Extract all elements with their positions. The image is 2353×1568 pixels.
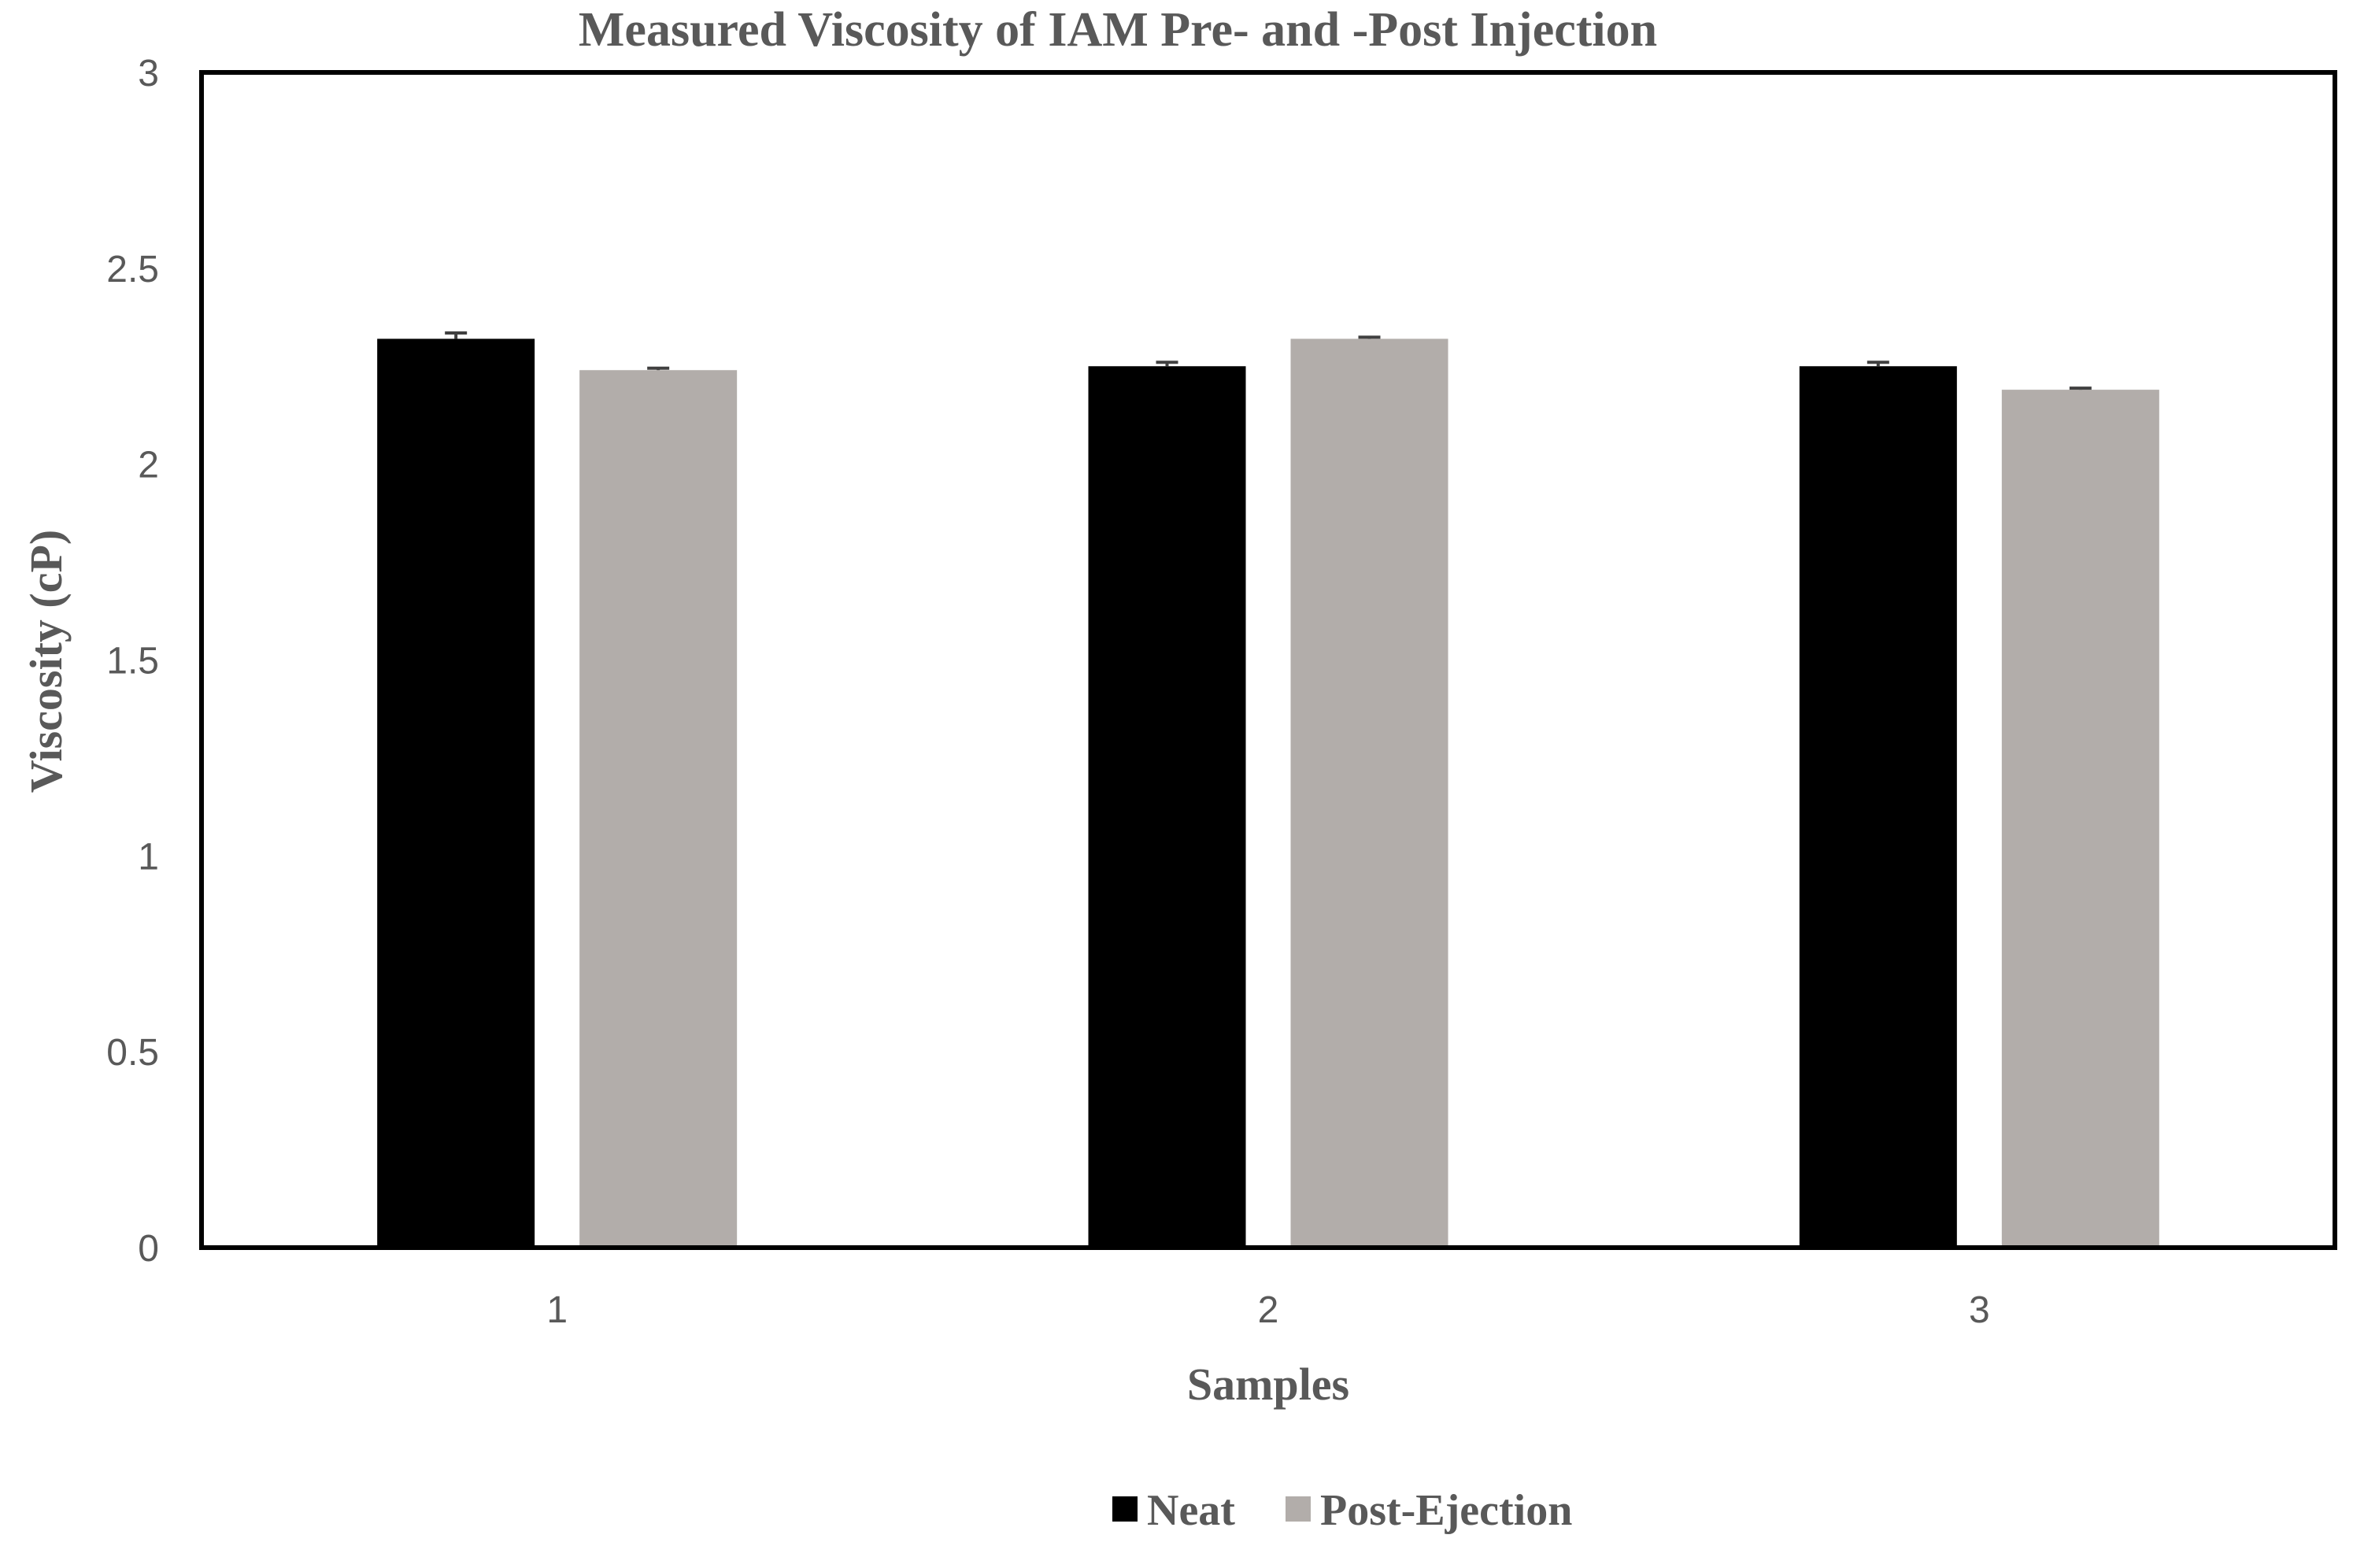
chart-title: Measured Viscosity of IAM Pre- and -Post… bbox=[579, 3, 1657, 57]
bar-post-ejection-sample-2 bbox=[1290, 338, 1448, 1248]
y-axis-ticks: 0 0.5 1 1.5 2 2.5 3 bbox=[106, 53, 159, 1270]
bar-neat-sample-2 bbox=[1088, 366, 1246, 1248]
bar-neat-sample-1 bbox=[377, 338, 535, 1248]
bar-post-ejection-sample-3 bbox=[2001, 390, 2159, 1248]
plot-area-border bbox=[199, 70, 2337, 1250]
legend: Neat Post-Ejection bbox=[1112, 1486, 1572, 1535]
legend-swatch bbox=[1112, 1496, 1138, 1522]
y-tick-label: 0.5 bbox=[106, 1032, 159, 1074]
y-tick-label: 3 bbox=[138, 53, 159, 94]
x-axis-tick-labels: 1 2 3 bbox=[546, 1289, 1989, 1331]
y-tick-label: 1 bbox=[138, 836, 159, 878]
x-axis-label: Samples bbox=[1187, 1359, 1349, 1410]
x-tick-label: 3 bbox=[1969, 1289, 1990, 1331]
y-tick-label: 2.5 bbox=[106, 249, 159, 290]
bar-post-ejection-sample-1 bbox=[579, 370, 738, 1248]
legend-label: Neat bbox=[1147, 1486, 1235, 1535]
legend-label: Post-Ejection bbox=[1320, 1486, 1572, 1535]
x-tick-label: 2 bbox=[1258, 1289, 1279, 1331]
error-bars-group bbox=[445, 331, 2092, 390]
y-tick-label: 1.5 bbox=[106, 641, 159, 682]
y-axis-label: Viscosity (cP) bbox=[20, 530, 72, 793]
legend-swatch bbox=[1286, 1496, 1311, 1522]
x-tick-label: 1 bbox=[546, 1289, 568, 1331]
bar-neat-sample-3 bbox=[1799, 366, 1957, 1248]
y-tick-label: 0 bbox=[138, 1228, 159, 1270]
bars-group bbox=[377, 338, 2159, 1248]
y-tick-label: 2 bbox=[138, 445, 159, 486]
